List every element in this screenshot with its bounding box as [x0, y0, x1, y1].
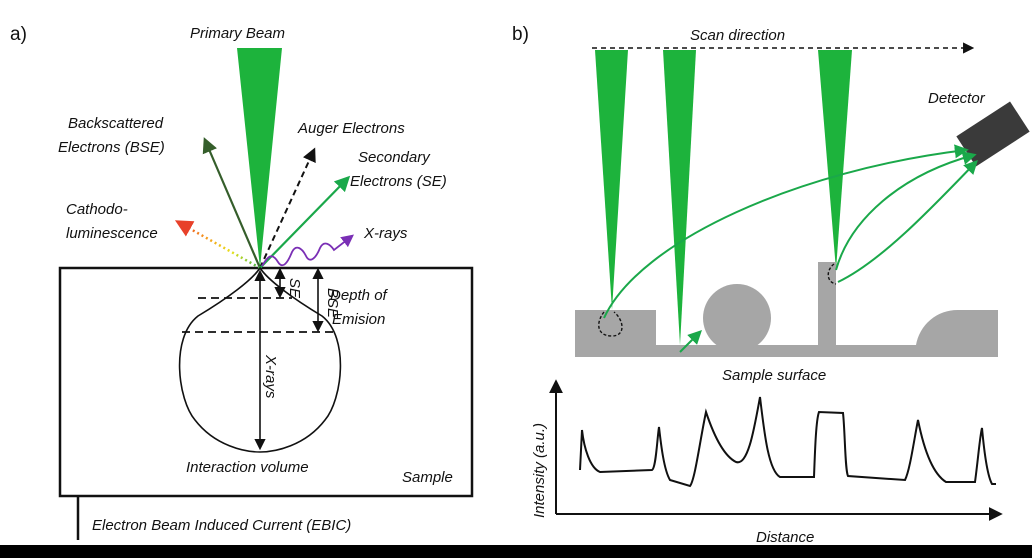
beam-2 — [663, 50, 696, 345]
intensity-axis-label: Intensity (a.u.) — [531, 423, 548, 518]
cl-label-line2: luminescence — [66, 225, 158, 242]
se-arrow — [259, 175, 351, 269]
bse-label-line1: Backscattered — [68, 115, 164, 132]
bse-arrow — [202, 137, 262, 269]
detector-label: Detector — [928, 90, 986, 107]
primary-beam-label: Primary Beam — [190, 25, 285, 42]
depth-label-line2: Emision — [332, 311, 385, 328]
cl-arrow — [174, 220, 261, 270]
sample-sphere — [703, 284, 771, 352]
bse-label-line2: Electrons (BSE) — [58, 139, 165, 156]
interaction-loop-2 — [827, 263, 837, 285]
signal-path-1 — [603, 144, 969, 319]
interaction-volume-label: Interaction volume — [186, 459, 309, 476]
sample-profile — [575, 262, 998, 357]
xrays-depth-label: X-rays — [262, 354, 279, 399]
detector-box-icon — [956, 101, 1030, 167]
panel-a-tag: a) — [10, 24, 27, 45]
ebic-label: Electron Beam Induced Current (EBIC) — [92, 517, 351, 534]
panel-b: b) Scan direction Detector Sample surfac… — [512, 24, 1030, 546]
interaction-loop-1 — [598, 311, 623, 337]
xray-wave-arrow — [261, 234, 354, 267]
auger-label: Auger Electrons — [297, 120, 405, 137]
cl-label-line1: Cathodo- — [66, 201, 128, 218]
signal-path-3 — [835, 151, 977, 271]
sample-block — [58, 266, 474, 498]
bse-depth-label: BSE — [324, 288, 341, 319]
se-label-line1: Secondary — [358, 149, 431, 166]
beam-3 — [818, 50, 852, 270]
bottom-border-bar — [0, 545, 1032, 558]
scan-direction-label: Scan direction — [690, 27, 785, 44]
sample-label: Sample — [402, 469, 453, 486]
se-label-line2: Electrons (SE) — [350, 173, 447, 190]
panel-b-tag: b) — [512, 24, 529, 45]
se-depth-label: SE — [286, 278, 303, 299]
sample-surface-label: Sample surface — [722, 367, 826, 384]
auger-arrow — [259, 147, 316, 269]
signal-path-4 — [837, 159, 978, 283]
sample-cavity — [916, 309, 958, 345]
signal-path-2 — [679, 330, 702, 353]
xrays-label: X-rays — [363, 225, 408, 242]
intensity-profile-line — [579, 396, 996, 488]
primary-beam — [237, 48, 282, 268]
panel-a: a) Primary Beam Backscattered Electrons … — [10, 24, 474, 540]
distance-axis-label: Distance — [756, 529, 814, 546]
depth-label-line1: Depth of — [330, 287, 389, 304]
beam-1 — [595, 50, 628, 310]
